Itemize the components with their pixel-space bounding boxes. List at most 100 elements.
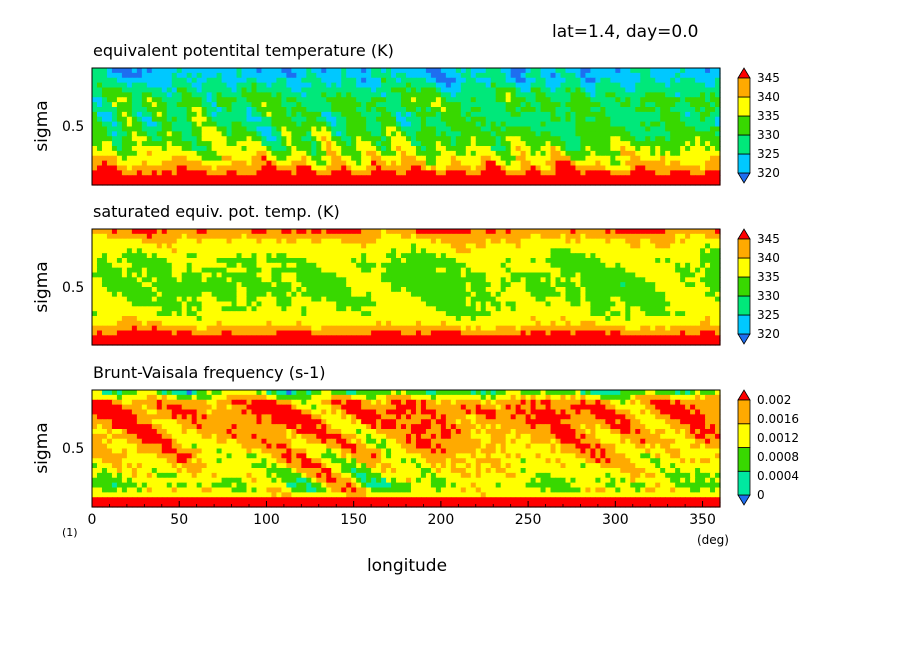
heatmap-cell bbox=[186, 72, 193, 79]
heatmap-cell bbox=[241, 287, 248, 293]
heatmap-cell bbox=[381, 291, 387, 298]
heatmap-cell bbox=[181, 141, 188, 147]
heatmap-cell bbox=[191, 180, 198, 186]
heatmap-cell bbox=[560, 262, 567, 269]
heatmap-cell bbox=[196, 287, 203, 293]
heatmap-cell bbox=[321, 248, 327, 254]
heatmap-cell bbox=[161, 170, 168, 176]
heatmap-cell bbox=[550, 180, 557, 186]
heatmap-cell bbox=[620, 116, 626, 123]
heatmap-cell bbox=[221, 253, 228, 259]
heatmap-cell bbox=[366, 296, 372, 303]
panel-1: equivalent potentital temperature (K) si… bbox=[32, 41, 780, 186]
heatmap-cell bbox=[610, 87, 616, 93]
heatmap-cell bbox=[396, 282, 402, 288]
heatmap-cell bbox=[311, 131, 317, 137]
heatmap-cell bbox=[595, 248, 601, 254]
heatmap-cell bbox=[361, 97, 367, 103]
heatmap-cell bbox=[445, 248, 452, 254]
heatmap-cell bbox=[301, 277, 307, 283]
heatmap-cell bbox=[710, 262, 716, 269]
heatmap-cell bbox=[216, 141, 223, 147]
heatmap-cell bbox=[450, 272, 457, 278]
heatmap-cell bbox=[101, 155, 108, 162]
heatmap-cell bbox=[221, 107, 228, 113]
heatmap-cell bbox=[151, 131, 158, 137]
heatmap-cell bbox=[475, 77, 482, 84]
heatmap-cell bbox=[176, 82, 183, 89]
heatmap-cell bbox=[410, 121, 417, 128]
heatmap-cell bbox=[261, 155, 268, 162]
heatmap-cell bbox=[92, 72, 98, 79]
heatmap-cell bbox=[445, 267, 452, 274]
heatmap-cell bbox=[410, 102, 417, 108]
heatmap-cell bbox=[700, 136, 706, 142]
heatmap-cell bbox=[106, 229, 113, 235]
heatmap-cell bbox=[635, 248, 641, 254]
heatmap-cell bbox=[261, 121, 268, 128]
heatmap-cell bbox=[301, 146, 307, 152]
heatmap-cell bbox=[575, 155, 582, 162]
heatmap-cell bbox=[705, 97, 711, 103]
heatmap-cell bbox=[525, 116, 532, 123]
heatmap-cell bbox=[391, 282, 397, 288]
heatmap-cell bbox=[231, 131, 238, 137]
heatmap-cell bbox=[535, 160, 542, 167]
heatmap-cell bbox=[216, 160, 223, 167]
heatmap-cell bbox=[480, 165, 487, 171]
heatmap-cell bbox=[640, 97, 646, 103]
heatmap-cell bbox=[201, 258, 208, 264]
heatmap-cell bbox=[455, 262, 462, 269]
heatmap-cell bbox=[460, 291, 467, 298]
heatmap-cell bbox=[186, 77, 193, 84]
heatmap-cell bbox=[465, 92, 472, 98]
heatmap-cell bbox=[316, 68, 322, 74]
heatmap-cell bbox=[286, 277, 292, 283]
heatmap-cell bbox=[615, 287, 621, 293]
heatmap-cell bbox=[640, 87, 646, 93]
heatmap-cell bbox=[660, 136, 666, 142]
heatmap-cell bbox=[450, 160, 457, 167]
heatmap-cell bbox=[116, 287, 123, 293]
heatmap-cell bbox=[665, 282, 671, 288]
heatmap-cell bbox=[665, 141, 671, 147]
heatmap-cell bbox=[406, 87, 412, 93]
heatmap-cell bbox=[575, 262, 582, 269]
heatmap-cell bbox=[266, 272, 273, 278]
heatmap-cell bbox=[680, 262, 686, 269]
heatmap-cell bbox=[196, 301, 203, 307]
heatmap-cell bbox=[475, 238, 482, 245]
heatmap-cell bbox=[156, 296, 163, 303]
heatmap-cell bbox=[386, 262, 392, 269]
heatmap-cell bbox=[331, 136, 337, 142]
heatmap-cell bbox=[695, 155, 701, 162]
heatmap-cell bbox=[595, 155, 601, 162]
heatmap-cell bbox=[311, 68, 317, 74]
heatmap-cell bbox=[301, 180, 307, 186]
heatmap-cell bbox=[351, 165, 357, 171]
heatmap-cell bbox=[695, 175, 701, 181]
heatmap-cell bbox=[700, 68, 706, 74]
heatmap-cell bbox=[590, 170, 596, 176]
heatmap-cell bbox=[520, 97, 527, 103]
heatmap-cell bbox=[670, 170, 676, 176]
heatmap-cell bbox=[605, 92, 611, 98]
heatmap-cell bbox=[620, 77, 626, 84]
heatmap-cell bbox=[500, 131, 507, 137]
heatmap-cell bbox=[171, 243, 178, 249]
heatmap-cell bbox=[261, 287, 268, 293]
heatmap-cell bbox=[660, 248, 666, 254]
heatmap-cell bbox=[226, 150, 233, 157]
heatmap-cell bbox=[615, 82, 621, 89]
heatmap-cell bbox=[495, 287, 502, 293]
heatmap-cell bbox=[356, 180, 362, 186]
heatmap-cell bbox=[281, 107, 287, 113]
heatmap-cell bbox=[401, 111, 407, 118]
heatmap-cell bbox=[710, 170, 716, 176]
heatmap-cell bbox=[131, 121, 138, 128]
heatmap-cell bbox=[570, 291, 577, 298]
heatmap-cell bbox=[121, 136, 128, 142]
heatmap-cell bbox=[505, 291, 512, 298]
heatmap-cell bbox=[201, 92, 208, 98]
heatmap-cell bbox=[146, 160, 153, 167]
